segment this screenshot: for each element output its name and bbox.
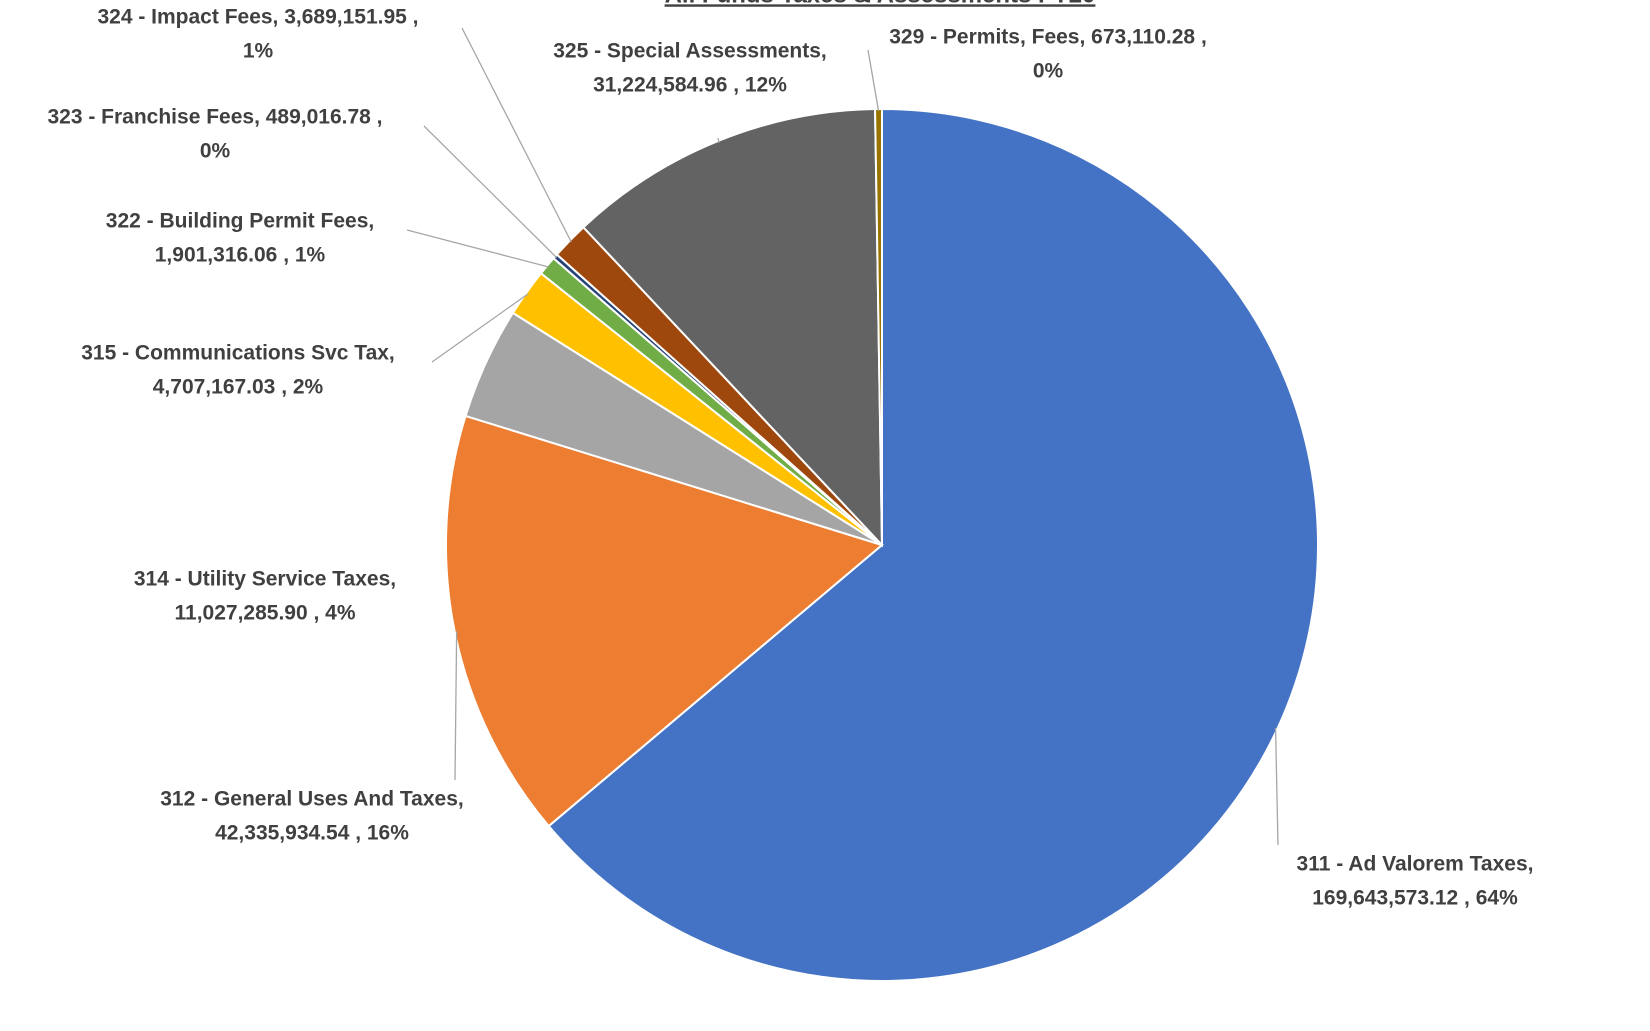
leader-line (1274, 727, 1279, 846)
leader-line (867, 49, 880, 112)
data-label: 1,901,316.06 , 1% (155, 244, 326, 267)
leader-line (454, 631, 458, 781)
data-label: 314 - Utility Service Taxes, (134, 568, 396, 591)
leader-line (431, 293, 529, 363)
data-label: 42,335,934.54 , 16% (215, 822, 409, 845)
data-label: 322 - Building Permit Fees, (106, 210, 374, 233)
data-label: 31,224,584.96 , 12% (593, 74, 787, 97)
data-label: 323 - Franchise Fees, 489,016.78 , (47, 106, 382, 129)
data-label: 325 - Special Assessments, (553, 40, 827, 63)
data-label: 0% (200, 140, 231, 163)
data-label: 169,643,573.12 , 64% (1312, 887, 1518, 910)
pie-slice (547, 107, 1319, 982)
chart-title: All Funds Taxes & Assessments FY20 (665, 0, 1096, 8)
leader-line (423, 125, 558, 259)
data-label: 315 - Communications Svc Tax, (81, 342, 395, 365)
leader-line (406, 229, 549, 268)
data-label: 311 - Ad Valorem Taxes, (1297, 853, 1534, 876)
data-label: 11,027,285.90 , 4% (175, 602, 356, 625)
pie-slice (445, 414, 885, 828)
data-label: 329 - Permits, Fees, 673,110.28 , (889, 26, 1207, 49)
data-label: 1% (243, 40, 274, 63)
leader-line (461, 27, 572, 243)
data-label: 0% (1033, 60, 1064, 83)
data-label: 324 - Impact Fees, 3,689,151.95 , (97, 6, 418, 29)
leader-line (717, 137, 720, 143)
data-label: 312 - General Uses And Taxes, (160, 788, 463, 811)
data-label: 4,707,167.03 , 2% (153, 376, 324, 399)
